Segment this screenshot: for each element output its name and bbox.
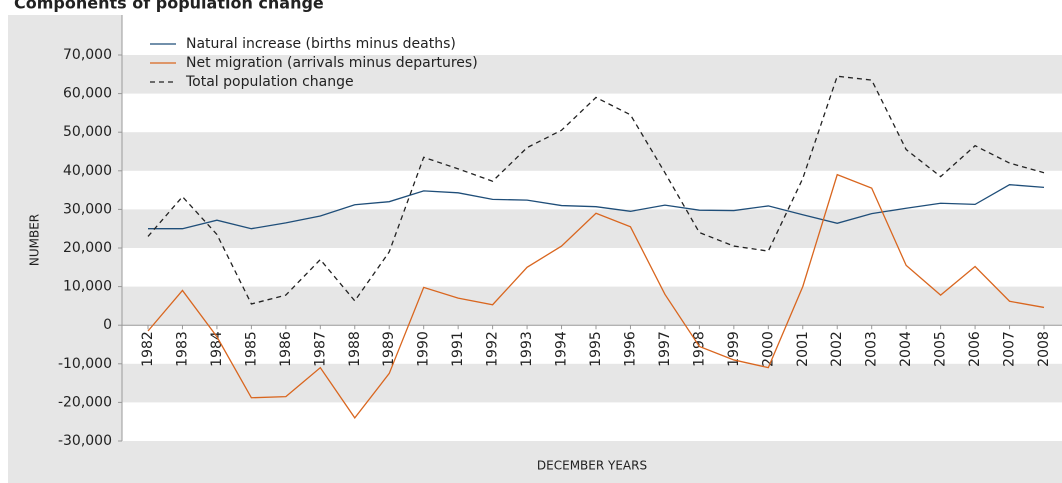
x-tick-label: 1993 xyxy=(519,331,535,367)
x-tick-label: 2005 xyxy=(933,331,949,367)
grid-band xyxy=(122,132,1062,171)
y-axis-label: NUMBER xyxy=(28,214,42,266)
x-tick-label: 2008 xyxy=(1036,331,1052,367)
x-tick-label: 1992 xyxy=(485,331,501,367)
y-tick-label: 70,000 xyxy=(63,47,112,63)
x-tick-label: 2004 xyxy=(898,331,914,367)
y-tick-label: -10,000 xyxy=(58,356,112,372)
x-tick-label: 1990 xyxy=(416,331,432,367)
y-tick-label: -30,000 xyxy=(58,433,112,449)
y-tick-label: 10,000 xyxy=(63,279,112,295)
legend-label: Net migration (arrivals minus departures… xyxy=(186,55,478,71)
x-tick-label: 2000 xyxy=(760,331,776,367)
series-line xyxy=(148,184,1045,230)
x-tick-label: 1988 xyxy=(347,331,363,367)
x-tick-label: 1989 xyxy=(381,331,397,367)
grid-band xyxy=(122,55,1062,94)
x-axis-label: DECEMBER YEARS xyxy=(537,459,647,473)
grid-band xyxy=(122,363,1062,403)
legend-label: Total population change xyxy=(185,74,354,90)
y-tick-label: -20,000 xyxy=(58,394,112,410)
x-tick-label: 1985 xyxy=(243,331,259,367)
chart-title: Components of population change xyxy=(14,0,324,13)
x-tick-label: 1984 xyxy=(209,331,225,367)
y-tick-label: 50,000 xyxy=(63,124,112,140)
y-tick-label: 30,000 xyxy=(63,201,112,217)
x-tick-label: 1994 xyxy=(554,331,570,367)
grid-band xyxy=(122,209,1062,248)
y-tick-label: 0 xyxy=(103,317,112,333)
x-tick-label: 1987 xyxy=(312,331,328,367)
y-tick-label: 60,000 xyxy=(63,86,112,102)
x-tick-label: 1996 xyxy=(622,331,638,367)
x-tick-label: 1991 xyxy=(450,331,466,367)
x-tick-label: 2006 xyxy=(967,331,983,367)
legend-label: Natural increase (births minus deaths) xyxy=(186,36,456,52)
x-tick-label: 2003 xyxy=(864,331,880,367)
x-tick-label: 2002 xyxy=(829,331,845,367)
y-tick-label: 40,000 xyxy=(63,163,112,179)
x-tick-label: 1982 xyxy=(140,331,156,367)
x-tick-label: 1983 xyxy=(174,331,190,367)
series-line xyxy=(147,173,1045,419)
x-tick-label: 2007 xyxy=(1002,331,1018,367)
x-tick-label: 1986 xyxy=(278,331,294,367)
x-tick-label: 2001 xyxy=(795,331,811,367)
y-tick-label: 20,000 xyxy=(63,240,112,256)
x-tick-label: 1997 xyxy=(657,331,673,367)
x-tick-label: 1995 xyxy=(588,331,604,367)
series-line xyxy=(147,75,1045,305)
grid-band xyxy=(122,286,1062,326)
